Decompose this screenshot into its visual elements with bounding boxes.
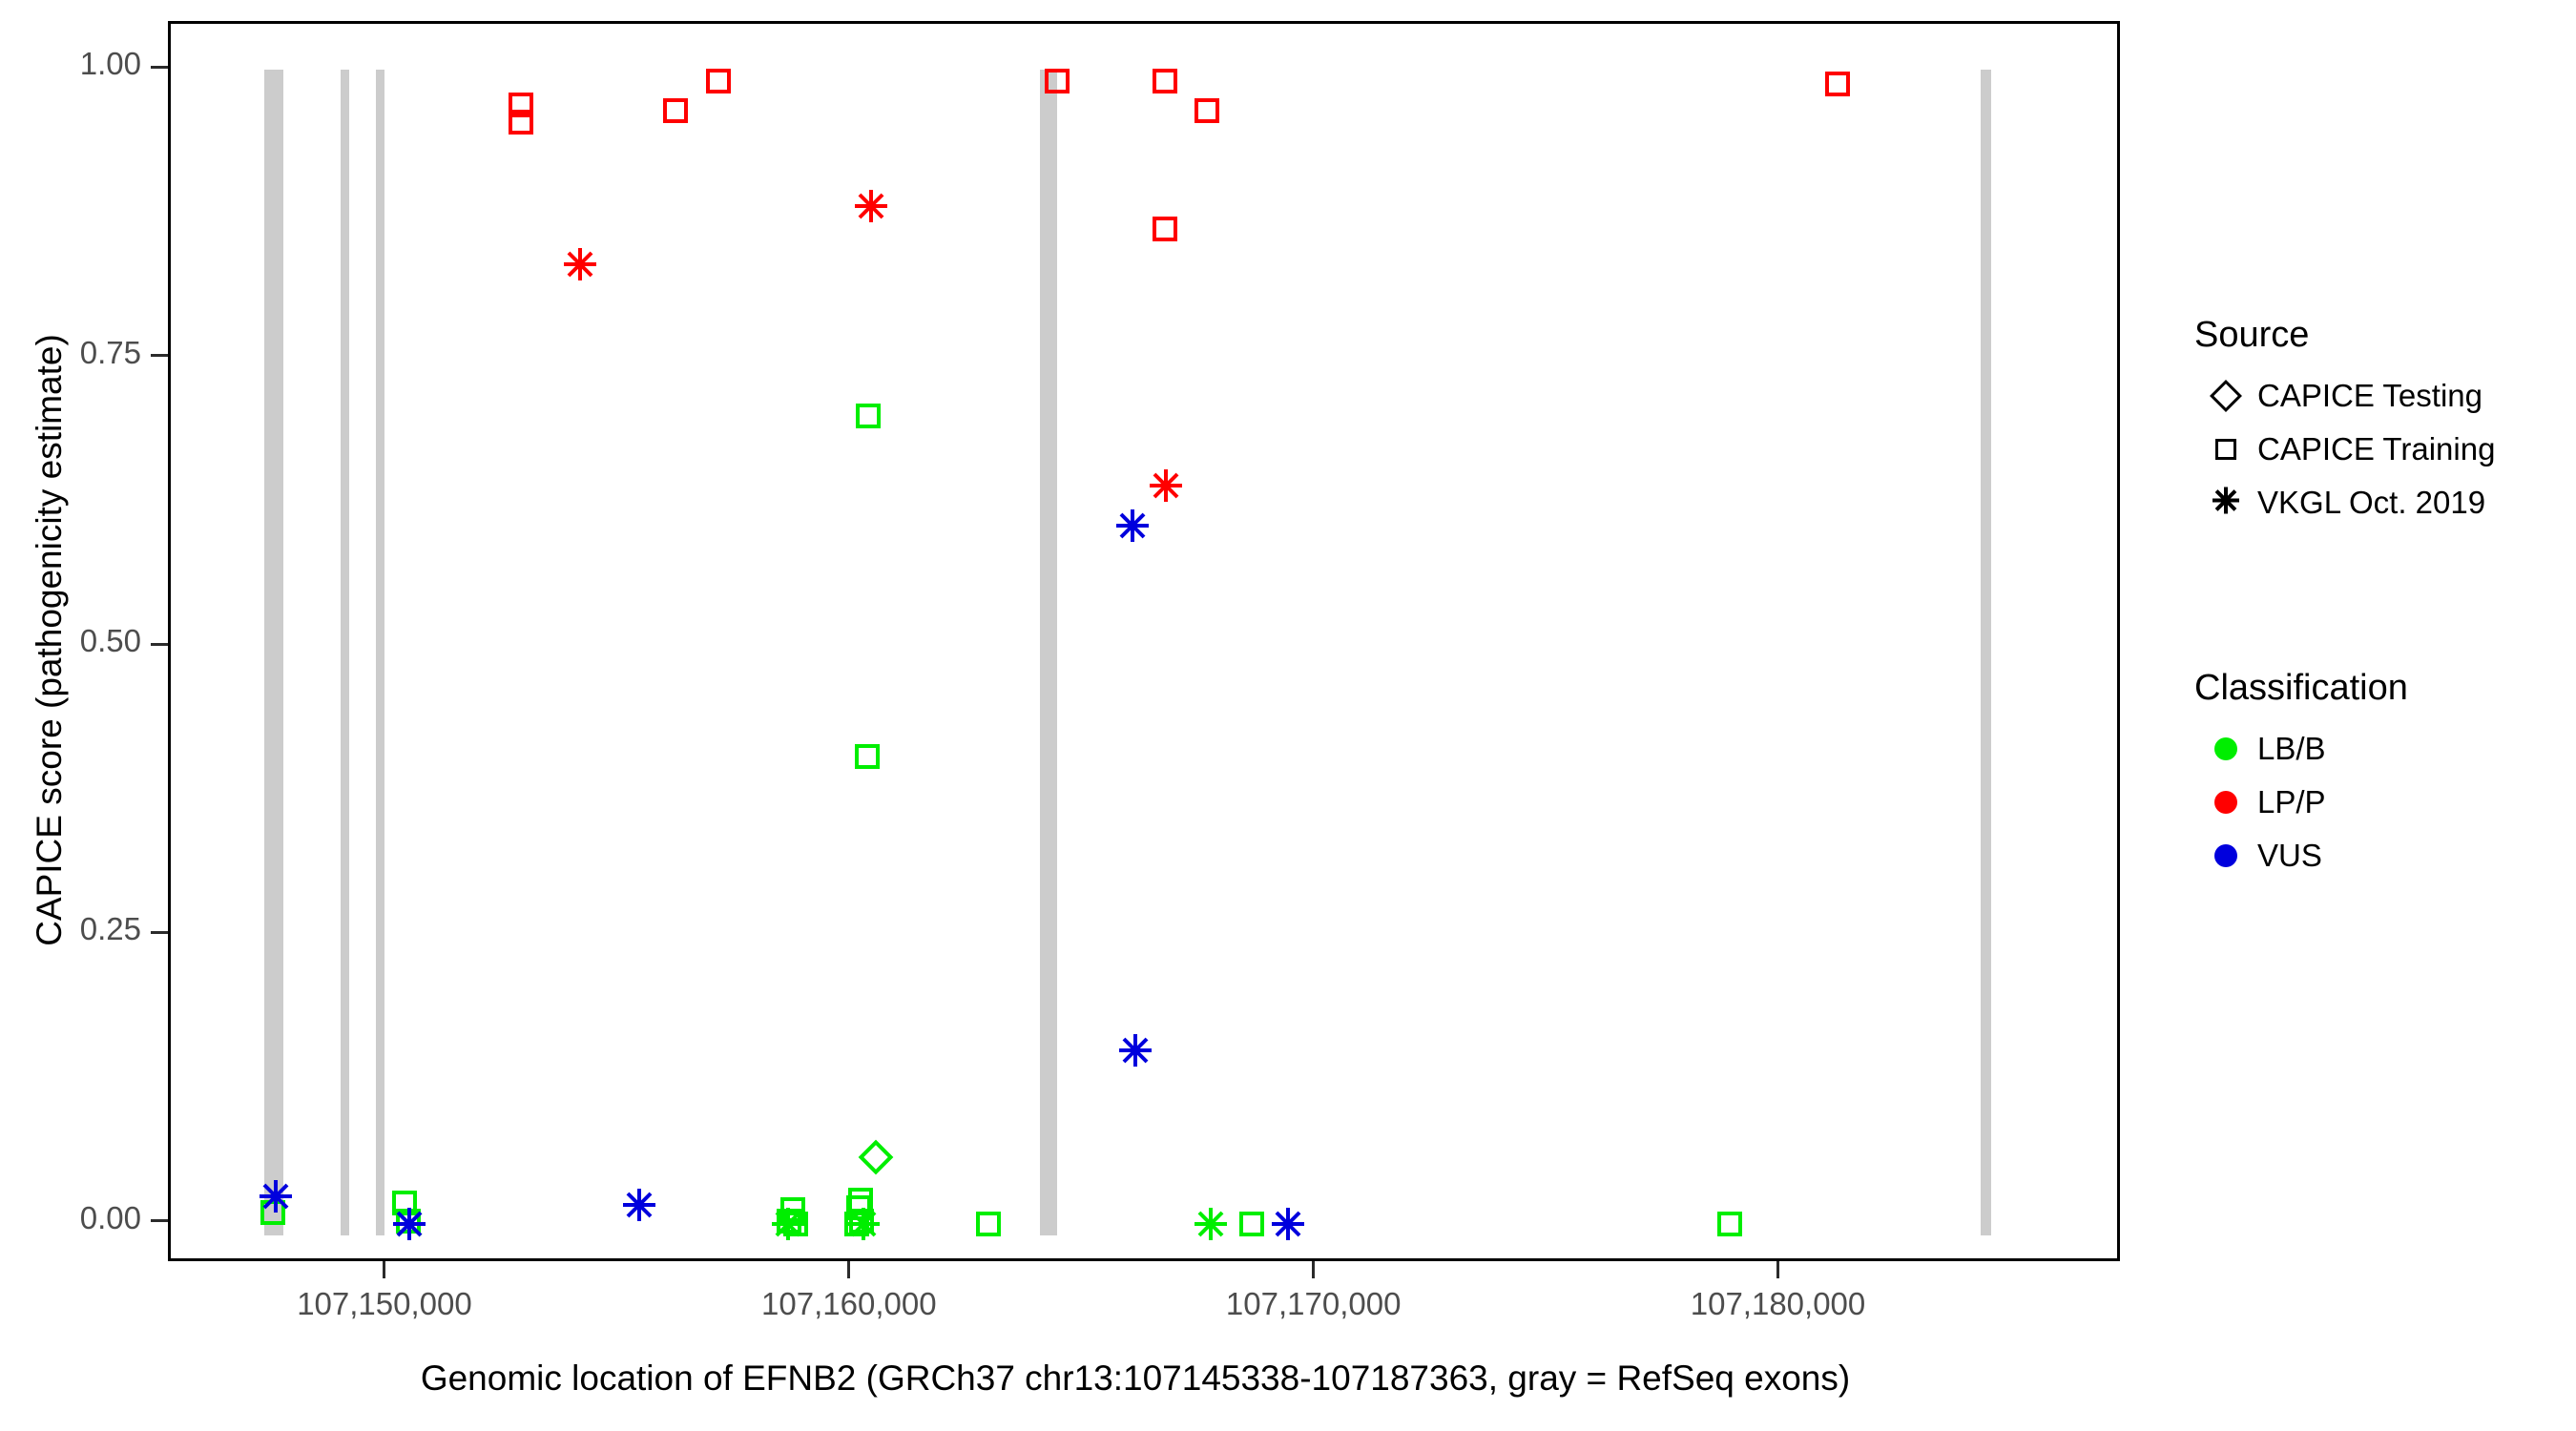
legend-key-square-icon — [2194, 423, 2257, 476]
x-axis-tick — [847, 1261, 851, 1278]
legend-key-dot-icon — [2194, 722, 2257, 776]
y-axis-tick-label: 0.00 — [79, 1199, 141, 1235]
x-axis-tick — [1776, 1261, 1780, 1278]
source-legend-title: Source — [2194, 315, 2310, 355]
legend-item[interactable]: VKGL Oct. 2019 — [2194, 476, 2495, 529]
data-point-square — [1152, 69, 1177, 94]
data-point-square — [854, 743, 880, 769]
x-axis-tick-label: 107,180,000 — [1690, 1286, 1866, 1321]
legend-key-dot-icon — [2194, 829, 2257, 882]
legend-item[interactable]: CAPICE Training — [2194, 423, 2495, 476]
legend-item[interactable]: LP/P — [2194, 776, 2408, 829]
x-axis-tick-label: 107,160,000 — [761, 1286, 937, 1321]
data-point-asterisk — [623, 1189, 656, 1222]
x-axis-tick-label: 107,150,000 — [297, 1286, 472, 1321]
data-point-square — [706, 69, 732, 94]
data-point-square — [1045, 69, 1070, 94]
data-point-asterisk — [260, 1179, 293, 1213]
classification-legend-title: Classification — [2194, 668, 2408, 708]
exon-bar — [1040, 70, 1057, 1235]
data-point-square — [662, 97, 688, 123]
exon-bar — [376, 70, 384, 1235]
data-point-asterisk — [564, 247, 596, 280]
x-axis-tick — [383, 1261, 386, 1278]
y-axis-tick-label: 0.25 — [79, 911, 141, 947]
x-axis-tick-label: 107,170,000 — [1225, 1286, 1402, 1321]
data-point-square — [509, 109, 534, 135]
legend-key-dot-icon — [2194, 776, 2257, 829]
data-point-asterisk — [1150, 468, 1183, 502]
data-point-square — [856, 404, 882, 429]
legend-item-label: LP/P — [2257, 784, 2326, 819]
data-point-square — [392, 1190, 418, 1215]
data-point-asterisk — [1271, 1207, 1304, 1240]
data-point-square — [1152, 217, 1177, 242]
source-legend: Source CAPICE Testing CAPICE Training VKGL … — [2194, 315, 2495, 529]
exon-bar — [264, 70, 284, 1235]
data-point-square — [975, 1211, 1001, 1236]
data-point-square — [1716, 1211, 1742, 1236]
data-point-square — [509, 92, 534, 117]
x-axis-title: Genomic location of EFNB2 (GRCh37 chr13:… — [420, 1358, 1851, 1398]
legend-key-diamond-icon — [2194, 369, 2257, 423]
legend-item-label: LB/B — [2257, 731, 2326, 766]
plot-panel — [168, 21, 2120, 1261]
data-point-square — [1195, 97, 1220, 123]
classification-legend: Classification LB/B LP/P VUS — [2194, 668, 2408, 882]
y-axis-tick — [151, 930, 168, 934]
legend-item[interactable]: VUS — [2194, 829, 2408, 882]
legend-item-label: CAPICE Training — [2257, 431, 2496, 467]
data-point-asterisk — [1115, 509, 1149, 543]
y-axis-tick — [151, 642, 168, 646]
legend-key-asterisk-icon — [2194, 476, 2257, 529]
exon-bar — [1981, 70, 1991, 1235]
data-point-square — [783, 1211, 809, 1236]
legend-item[interactable]: LB/B — [2194, 722, 2408, 776]
data-point-asterisk — [855, 190, 888, 223]
data-point-asterisk — [1118, 1034, 1152, 1068]
y-axis-tick — [151, 65, 168, 69]
data-point-asterisk — [1194, 1207, 1227, 1240]
data-point-square — [1238, 1211, 1264, 1236]
legend-item-label: VKGL Oct. 2019 — [2257, 485, 2486, 520]
y-axis-tick — [151, 1219, 168, 1223]
data-point-asterisk — [393, 1207, 426, 1240]
plot-area — [171, 24, 2117, 1258]
data-point-diamond — [858, 1139, 894, 1174]
legend-item-label: VUS — [2257, 838, 2322, 873]
data-point-square — [843, 1211, 869, 1236]
legend-item[interactable]: CAPICE Testing — [2194, 369, 2495, 423]
exon-bar — [340, 70, 349, 1235]
y-axis-tick-label: 0.75 — [79, 334, 141, 370]
x-axis-tick — [1312, 1261, 1316, 1278]
y-axis-tick-label: 0.50 — [79, 623, 141, 659]
y-axis-tick — [151, 354, 168, 358]
legend-item-label: CAPICE Testing — [2257, 378, 2483, 413]
data-point-square — [1825, 71, 1851, 96]
y-axis-tick-label: 1.00 — [79, 46, 141, 82]
